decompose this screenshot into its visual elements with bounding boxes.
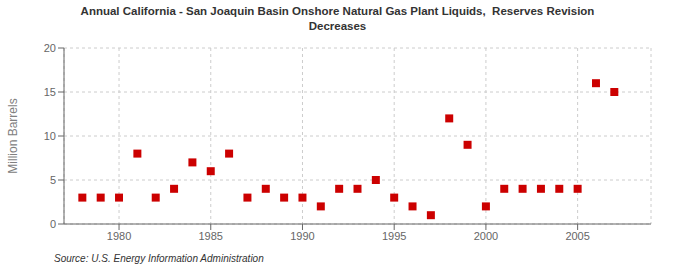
svg-text:1980: 1980 bbox=[107, 230, 131, 242]
svg-text:15: 15 bbox=[44, 86, 56, 98]
svg-text:Million Barrels: Million Barrels bbox=[6, 98, 20, 173]
html-text:Annual California - San Joaqui: Annual California - San Joaquin Basin On… bbox=[80, 5, 595, 32]
svg-text:1990: 1990 bbox=[290, 230, 314, 242]
svg-text:2005: 2005 bbox=[565, 230, 589, 242]
svg-text:1995: 1995 bbox=[382, 230, 406, 242]
svg-text:20: 20 bbox=[44, 42, 56, 54]
html-text:Source: U.S. Energy Informatio: Source: U.S. Energy Information Administ… bbox=[54, 253, 264, 264]
svg-text:0: 0 bbox=[50, 218, 56, 230]
svg-text:1985: 1985 bbox=[199, 230, 223, 242]
svg-text:5: 5 bbox=[50, 174, 56, 186]
svg-text:10: 10 bbox=[44, 130, 56, 142]
svg-text:2000: 2000 bbox=[474, 230, 498, 242]
